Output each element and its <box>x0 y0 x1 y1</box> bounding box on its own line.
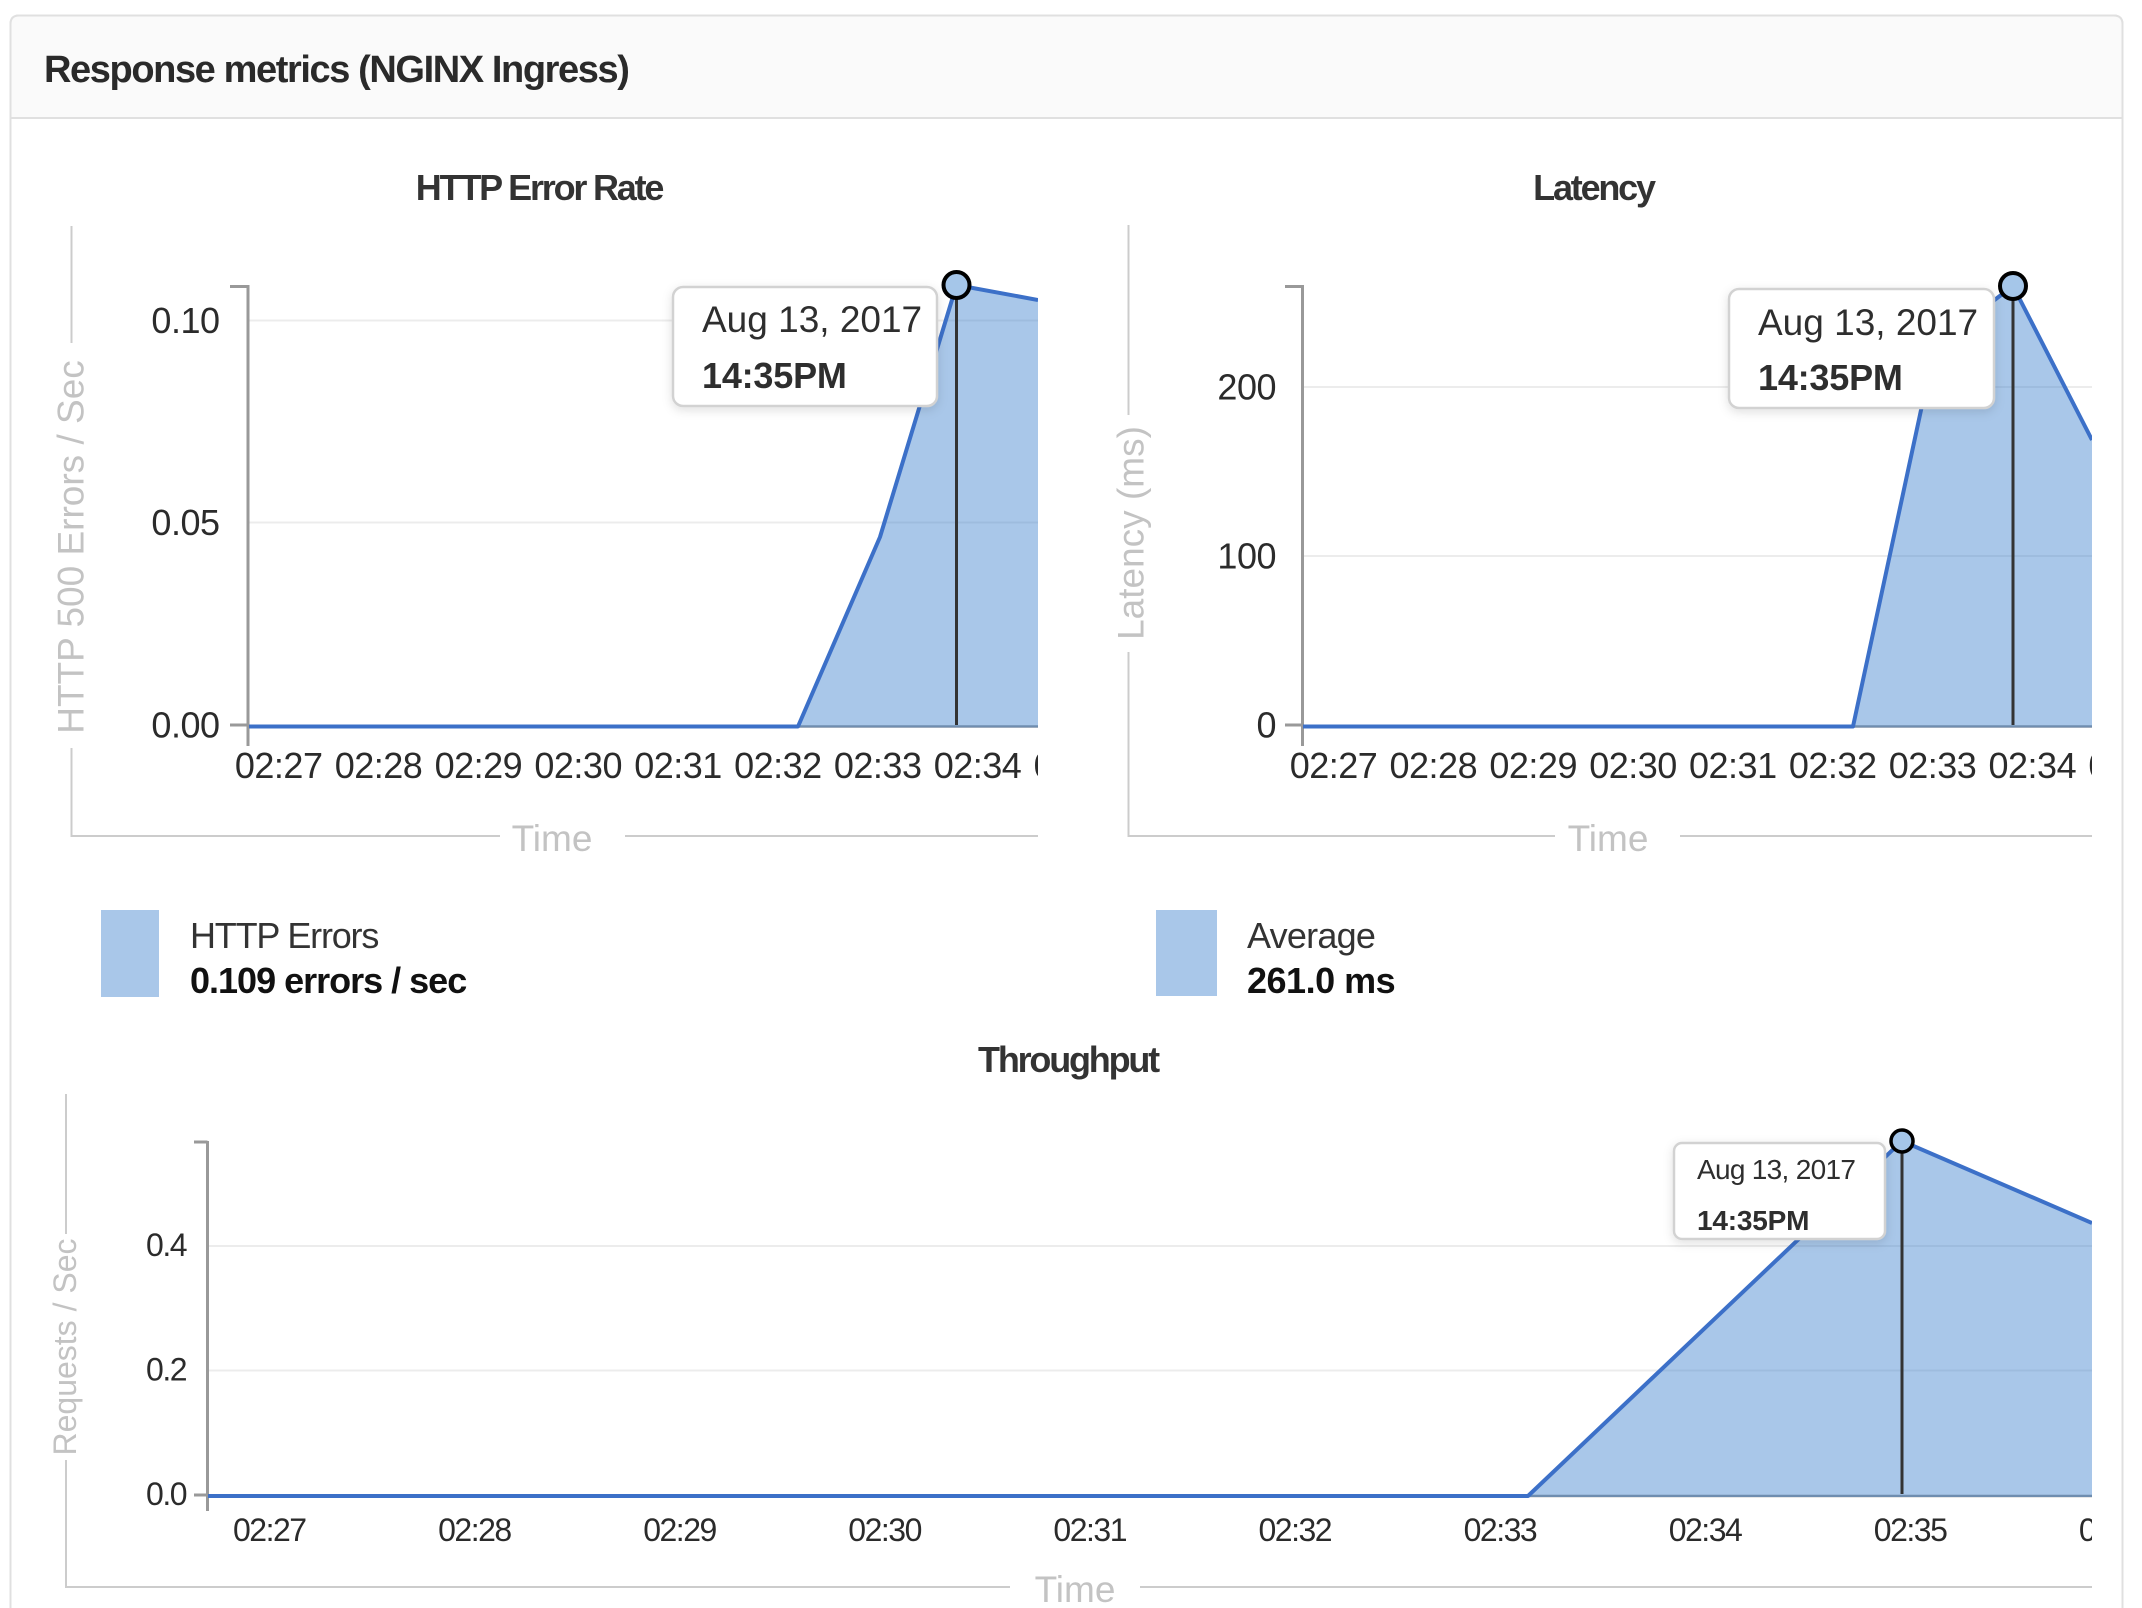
svg-text:0: 0 <box>1256 705 1276 746</box>
svg-text:Aug 13, 2017: Aug 13, 2017 <box>1697 1154 1855 1185</box>
svg-text:14:35PM: 14:35PM <box>702 355 847 396</box>
svg-text:0.05: 0.05 <box>151 502 219 543</box>
svg-text:Requests / Sec: Requests / Sec <box>47 1239 83 1456</box>
svg-text:Latency (ms): Latency (ms) <box>1111 426 1152 640</box>
svg-text:Time: Time <box>1035 1569 1116 1608</box>
svg-text:02:36: 02:36 <box>2079 1512 2142 1548</box>
svg-text:HTTP Error Rate: HTTP Error Rate <box>416 167 664 208</box>
svg-text:02:32: 02:32 <box>734 745 822 786</box>
svg-text:0.0: 0.0 <box>146 1476 187 1512</box>
svg-text:02:28: 02:28 <box>1390 745 1478 786</box>
svg-text:02:29: 02:29 <box>1489 745 1577 786</box>
svg-text:02:34: 02:34 <box>1989 745 2077 786</box>
svg-text:14:35PM: 14:35PM <box>1697 1205 1809 1236</box>
svg-text:02:30: 02:30 <box>1589 745 1677 786</box>
svg-text:02:31: 02:31 <box>634 745 722 786</box>
svg-text:0.2: 0.2 <box>146 1352 187 1388</box>
svg-text:02:32: 02:32 <box>1259 1512 1332 1548</box>
svg-text:Time: Time <box>1568 818 1649 859</box>
svg-text:261.0 ms: 261.0 ms <box>1247 960 1395 1001</box>
svg-text:200: 200 <box>1217 367 1276 408</box>
svg-text:02:30: 02:30 <box>534 745 622 786</box>
svg-text:02:29: 02:29 <box>435 745 523 786</box>
svg-text:Response metrics (NGINX Ingres: Response metrics (NGINX Ingress) <box>44 49 629 91</box>
svg-text:Aug 13, 2017: Aug 13, 2017 <box>702 299 922 340</box>
svg-text:0.10: 0.10 <box>151 300 219 341</box>
svg-text:02:34: 02:34 <box>1669 1512 1742 1548</box>
svg-text:Latency: Latency <box>1533 167 1656 208</box>
svg-text:02:27: 02:27 <box>235 745 323 786</box>
svg-text:02:32: 02:32 <box>1789 745 1877 786</box>
svg-text:0.109 errors / sec: 0.109 errors / sec <box>190 960 466 1001</box>
svg-text:Time: Time <box>512 818 593 859</box>
svg-text:14:35PM: 14:35PM <box>1758 357 1903 398</box>
svg-text:02:28: 02:28 <box>335 745 423 786</box>
svg-text:02:35: 02:35 <box>2088 745 2142 786</box>
svg-text:02:29: 02:29 <box>643 1512 716 1548</box>
svg-text:02:34: 02:34 <box>934 745 1022 786</box>
svg-text:02:27: 02:27 <box>1290 745 1378 786</box>
svg-text:02:33: 02:33 <box>1889 745 1977 786</box>
svg-text:02:30: 02:30 <box>848 1512 921 1548</box>
svg-text:Average: Average <box>1247 915 1375 956</box>
svg-text:02:31: 02:31 <box>1053 1512 1126 1548</box>
svg-text:Throughput: Throughput <box>978 1039 1160 1080</box>
svg-text:HTTP 500 Errors / Sec: HTTP 500 Errors / Sec <box>51 360 92 734</box>
svg-text:02:35: 02:35 <box>1034 745 1122 786</box>
svg-text:02:31: 02:31 <box>1689 745 1777 786</box>
svg-text:Aug 13, 2017: Aug 13, 2017 <box>1758 302 1978 343</box>
svg-text:0.4: 0.4 <box>146 1227 187 1263</box>
svg-text:HTTP Errors: HTTP Errors <box>190 915 378 956</box>
svg-text:02:27: 02:27 <box>233 1512 306 1548</box>
svg-text:02:33: 02:33 <box>1464 1512 1537 1548</box>
svg-text:02:35: 02:35 <box>1874 1512 1947 1548</box>
svg-text:02:33: 02:33 <box>834 745 922 786</box>
svg-text:0.00: 0.00 <box>151 705 219 746</box>
svg-text:02:28: 02:28 <box>438 1512 511 1548</box>
svg-text:100: 100 <box>1217 536 1276 577</box>
